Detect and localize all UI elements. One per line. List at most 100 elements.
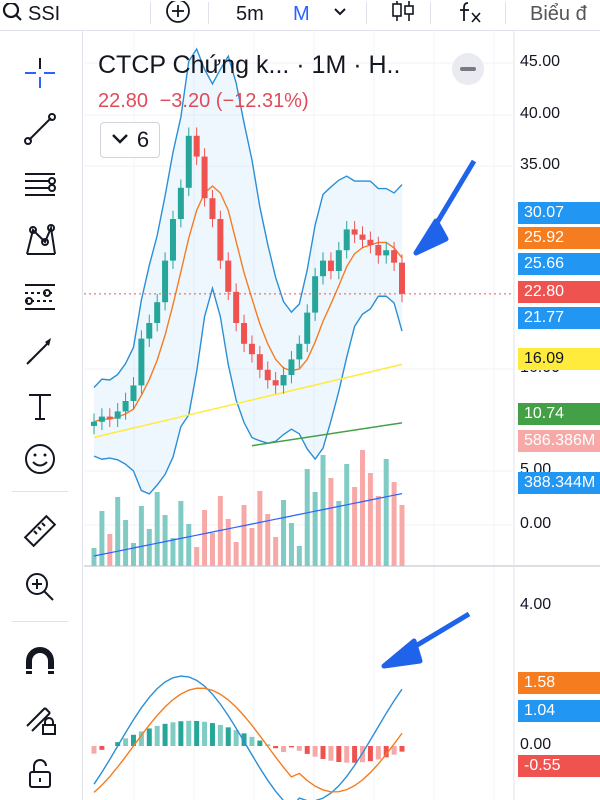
volume-bar	[383, 459, 389, 566]
macd-histogram-bar	[170, 722, 176, 746]
crosshair-tool[interactable]	[18, 53, 62, 93]
indicators-button[interactable]	[458, 0, 486, 28]
candle-body	[343, 229, 350, 251]
volume-bar	[146, 529, 152, 566]
chart-type-button[interactable]	[390, 0, 416, 28]
volume-bar	[170, 538, 176, 566]
moving-average-green	[251, 422, 403, 447]
trend-line-tool[interactable]	[18, 109, 62, 149]
indicators-toggle-button[interactable]: 6	[100, 122, 160, 158]
moving-average-yellow	[93, 363, 403, 439]
macd-histogram-bar	[138, 731, 144, 746]
volume-bar	[336, 501, 342, 566]
candle-body	[375, 245, 382, 256]
chevron-down-icon	[112, 134, 128, 144]
macd-histogram-bar	[265, 744, 271, 746]
price-tag: 10.74	[518, 403, 600, 425]
horizontal-lines-tool[interactable]	[18, 165, 62, 205]
candle-body	[91, 421, 97, 426]
macd-histogram-bar	[146, 728, 152, 746]
lock-pencil-icon	[26, 707, 56, 735]
chart-canvas[interactable]	[84, 31, 600, 800]
volume-bar	[115, 497, 121, 566]
minimize-button[interactable]	[452, 53, 484, 85]
bollinger-lower	[93, 285, 403, 495]
volume-bar	[312, 492, 318, 566]
volume-bar	[328, 478, 334, 566]
ruler-icon	[23, 514, 57, 548]
candle-body	[304, 312, 311, 344]
volume-bar	[202, 510, 208, 566]
volume-bar	[241, 505, 247, 566]
volume-bar	[194, 547, 200, 566]
candle-body	[122, 401, 129, 412]
volume-bar	[138, 506, 144, 566]
interval-5m[interactable]: 5m	[236, 2, 264, 25]
magnet-tool[interactable]	[18, 643, 62, 683]
candle-body	[177, 187, 184, 219]
volume-bar	[367, 473, 373, 566]
ruler-tool[interactable]	[18, 511, 62, 551]
price-tag: 25.92	[518, 227, 600, 249]
candle-body	[225, 260, 232, 292]
candle-body	[367, 239, 374, 245]
candle-body	[169, 219, 176, 261]
macd-histogram-bar	[178, 721, 184, 746]
candle-body	[106, 416, 113, 419]
macd-histogram-bar	[296, 746, 302, 751]
unlock-tool[interactable]	[18, 753, 62, 793]
interval-month[interactable]: M	[293, 2, 310, 25]
volume-bar	[186, 524, 192, 566]
candle-body	[248, 343, 255, 355]
xabcd-pattern-tool[interactable]	[18, 221, 62, 261]
trend-line-icon	[24, 113, 56, 145]
zoom-in-tool[interactable]	[18, 567, 62, 607]
volume-bar	[249, 528, 255, 566]
macd-axis-tick: 4.00	[520, 596, 552, 613]
annotation-arrow	[381, 611, 471, 669]
symbol-search[interactable]: SSI	[2, 0, 60, 28]
volume-bar	[107, 534, 113, 566]
interval-dropdown[interactable]	[333, 0, 347, 28]
volume-bar	[391, 482, 397, 566]
candle-body	[351, 229, 358, 235]
macd-histogram-bar	[225, 727, 231, 746]
xabcd-pattern-icon	[26, 224, 56, 255]
volume-bar	[360, 450, 366, 566]
price-tag: 16.09	[518, 348, 600, 370]
volume-bar	[91, 548, 97, 566]
macd-histogram-bar	[383, 746, 389, 758]
macd-histogram-bar	[202, 721, 208, 746]
bollinger-upper	[93, 47, 403, 388]
toolbar-separator	[12, 491, 68, 492]
volume-bar	[154, 492, 160, 566]
chevron-down-icon	[334, 8, 346, 16]
macd-histogram-bar	[375, 746, 381, 760]
price-axis-tick: 45.00	[520, 53, 561, 70]
candle-body	[185, 135, 192, 188]
text-tool[interactable]	[18, 386, 62, 426]
fib-channel-tool[interactable]	[18, 276, 62, 316]
candle-body	[256, 354, 263, 370]
chart-layout-label[interactable]: Biểu đ	[530, 2, 587, 25]
price-axis-tick: 40.00	[520, 105, 561, 122]
macd-histogram-bar	[115, 742, 121, 746]
lock-pencil-tool[interactable]	[18, 699, 62, 739]
emoji-tool[interactable]	[18, 439, 62, 479]
macd-histogram-bar	[367, 746, 373, 762]
macd-histogram-bar	[99, 746, 105, 750]
price-tag: 586.386M	[518, 430, 600, 452]
chart-area[interactable]: CTCP Chứng k... · 1M · H.. 22.80 −3.20 (…	[84, 31, 600, 800]
volume-bar	[233, 542, 239, 566]
text-icon	[29, 394, 51, 420]
arrow-brush-icon	[26, 338, 51, 365]
candle-body	[359, 234, 366, 240]
price-tag: 388.344M	[518, 472, 600, 494]
horizontal-lines-icon	[25, 173, 56, 196]
arrow-brush-tool[interactable]	[18, 331, 62, 371]
price-change-pct: (−12.31%)	[215, 90, 309, 112]
price-tag: 30.07	[518, 202, 600, 224]
drawing-toolbar	[0, 31, 83, 800]
add-symbol-button[interactable]	[165, 0, 191, 28]
macd-line	[93, 675, 403, 800]
